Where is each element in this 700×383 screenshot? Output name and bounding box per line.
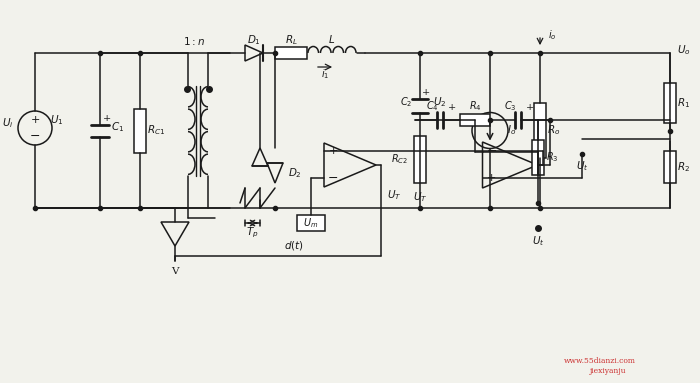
FancyBboxPatch shape — [532, 140, 544, 175]
Text: $U_T$: $U_T$ — [413, 190, 427, 204]
Text: +: + — [448, 103, 456, 113]
Text: jiexiyanju: jiexiyanju — [589, 367, 626, 375]
Text: www.55dianzi.com: www.55dianzi.com — [564, 357, 636, 365]
Text: $U_m$: $U_m$ — [303, 216, 319, 230]
FancyBboxPatch shape — [664, 83, 676, 123]
Text: $R_{C1}$: $R_{C1}$ — [147, 124, 165, 137]
Text: −: − — [486, 144, 497, 157]
Text: $L$: $L$ — [328, 33, 335, 45]
Text: $C_3$: $C_3$ — [504, 99, 517, 113]
Text: $i_1$: $i_1$ — [321, 67, 329, 81]
Text: $i_o$: $i_o$ — [547, 28, 556, 42]
Text: +: + — [526, 103, 534, 113]
Text: $I_o$: $I_o$ — [508, 124, 517, 137]
Text: $R_1$: $R_1$ — [678, 96, 691, 110]
Text: $R_3$: $R_3$ — [546, 151, 559, 164]
Text: −: − — [29, 129, 41, 142]
Text: $C_4$: $C_4$ — [426, 99, 438, 113]
Text: V: V — [172, 267, 178, 275]
Text: $R_2$: $R_2$ — [678, 160, 690, 173]
Text: $U_t$: $U_t$ — [575, 160, 588, 173]
Text: $C_1$: $C_1$ — [111, 121, 125, 134]
Text: +: + — [422, 88, 430, 97]
Text: +: + — [486, 173, 496, 183]
FancyBboxPatch shape — [297, 215, 325, 231]
Text: −: − — [328, 172, 338, 185]
Text: $U_1$: $U_1$ — [50, 113, 64, 127]
Text: $D_1$: $D_1$ — [247, 33, 261, 47]
FancyBboxPatch shape — [275, 47, 307, 59]
Text: $U_t$: $U_t$ — [532, 234, 545, 248]
Text: +: + — [328, 146, 337, 156]
Text: +: + — [30, 115, 40, 125]
Text: $D_2$: $D_2$ — [288, 166, 302, 180]
FancyBboxPatch shape — [414, 136, 426, 183]
Text: $R_L$: $R_L$ — [285, 33, 298, 47]
FancyBboxPatch shape — [134, 108, 146, 152]
Text: $T_p$: $T_p$ — [246, 226, 259, 240]
Text: $U_i$: $U_i$ — [2, 116, 14, 130]
Text: $R_o$: $R_o$ — [547, 124, 561, 137]
Text: $U_o$: $U_o$ — [677, 43, 691, 57]
FancyBboxPatch shape — [460, 114, 490, 126]
Text: +: + — [103, 114, 111, 123]
Text: $U_2$: $U_2$ — [433, 96, 447, 110]
FancyBboxPatch shape — [534, 103, 546, 158]
Text: $R_{C2}$: $R_{C2}$ — [391, 152, 409, 166]
FancyBboxPatch shape — [664, 151, 676, 183]
Text: $C_2$: $C_2$ — [400, 96, 412, 110]
Text: $1:n$: $1:n$ — [183, 35, 205, 47]
Text: $U_T$: $U_T$ — [386, 188, 401, 202]
Text: $R_4$: $R_4$ — [468, 99, 482, 113]
Text: $d(t)$: $d(t)$ — [284, 239, 304, 252]
